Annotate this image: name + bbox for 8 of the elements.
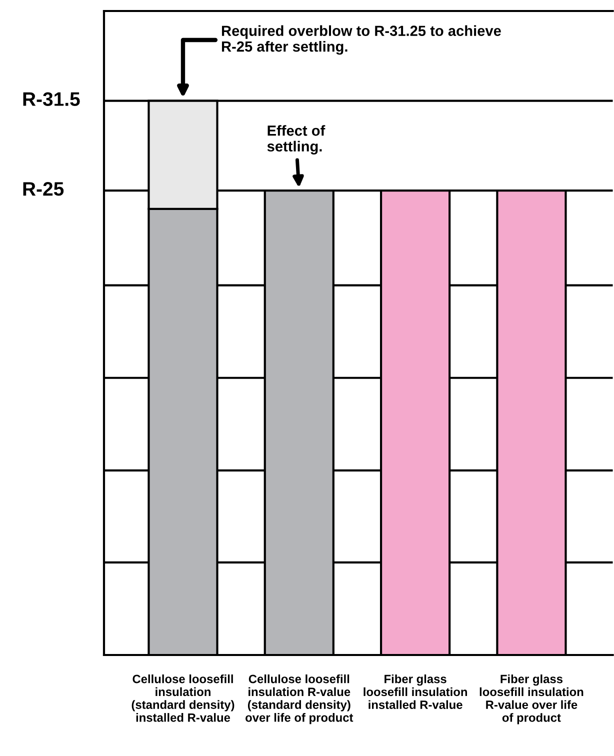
ref-line-label: R-25 <box>23 182 64 196</box>
x-tick-label: Cellulose loosefill insulation R-value (standard density) over life of product <box>246 674 354 724</box>
x-tick-label: Fiber glass loosefill insulation R-value over life of product <box>480 674 584 724</box>
x-tick-label: Cellulose loosefill insulation (standard density) installed R-value <box>132 674 234 722</box>
x-tick-label: Fiber glass loosefill insulation installed R-value <box>364 674 467 709</box>
ref-line-label: R-31.5 <box>23 92 80 106</box>
annotation: Effect of settling. <box>267 125 326 154</box>
text: Required overblow to R-31.25 to achieve R-25 after settling. <box>222 25 501 55</box>
